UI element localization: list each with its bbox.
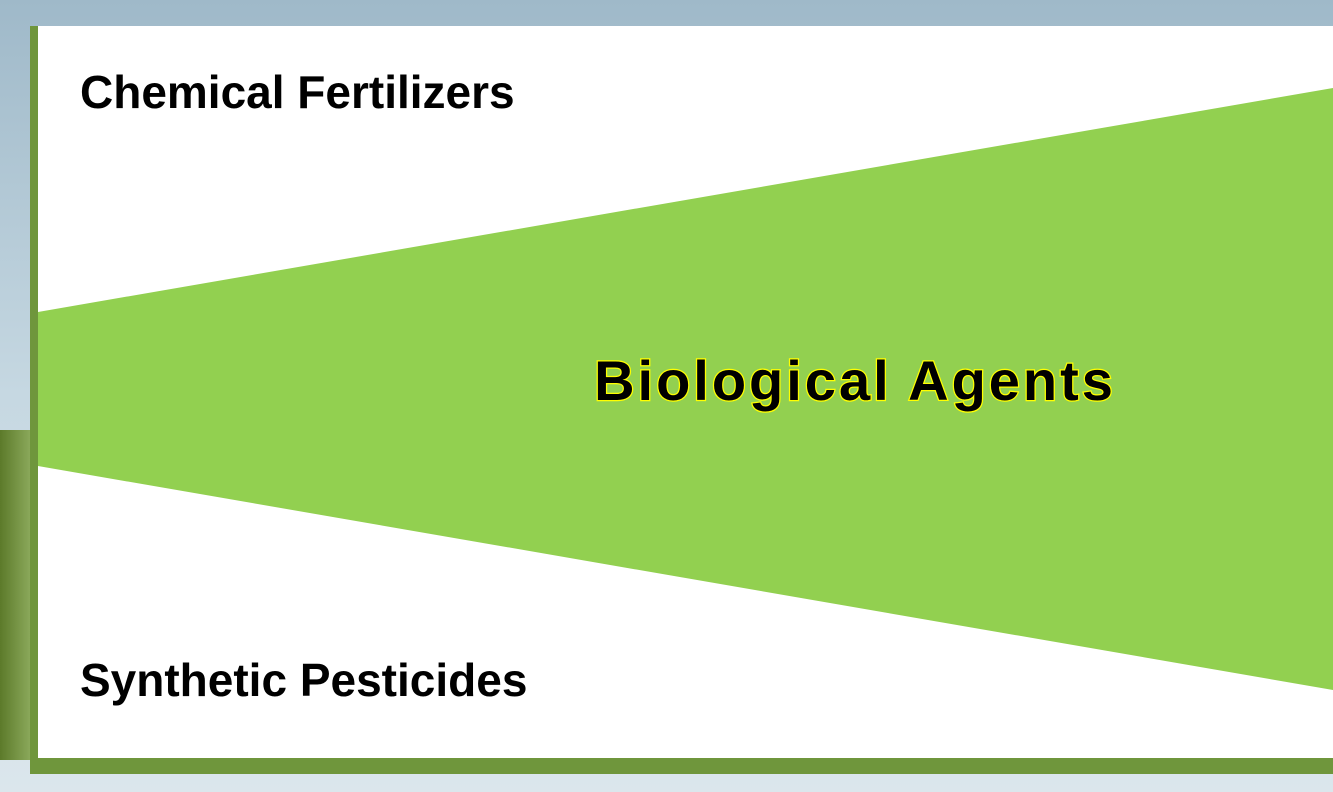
center-label: Biological Agents [594, 349, 1116, 412]
top-label: Chemical Fertilizers [80, 66, 515, 118]
leaf-edge [0, 430, 30, 760]
slide: Chemical Fertilizers Biological Agents S… [0, 0, 1333, 792]
bottom-label: Synthetic Pesticides [80, 654, 527, 706]
page: Chemical Fertilizers Biological Agents S… [0, 0, 1333, 792]
